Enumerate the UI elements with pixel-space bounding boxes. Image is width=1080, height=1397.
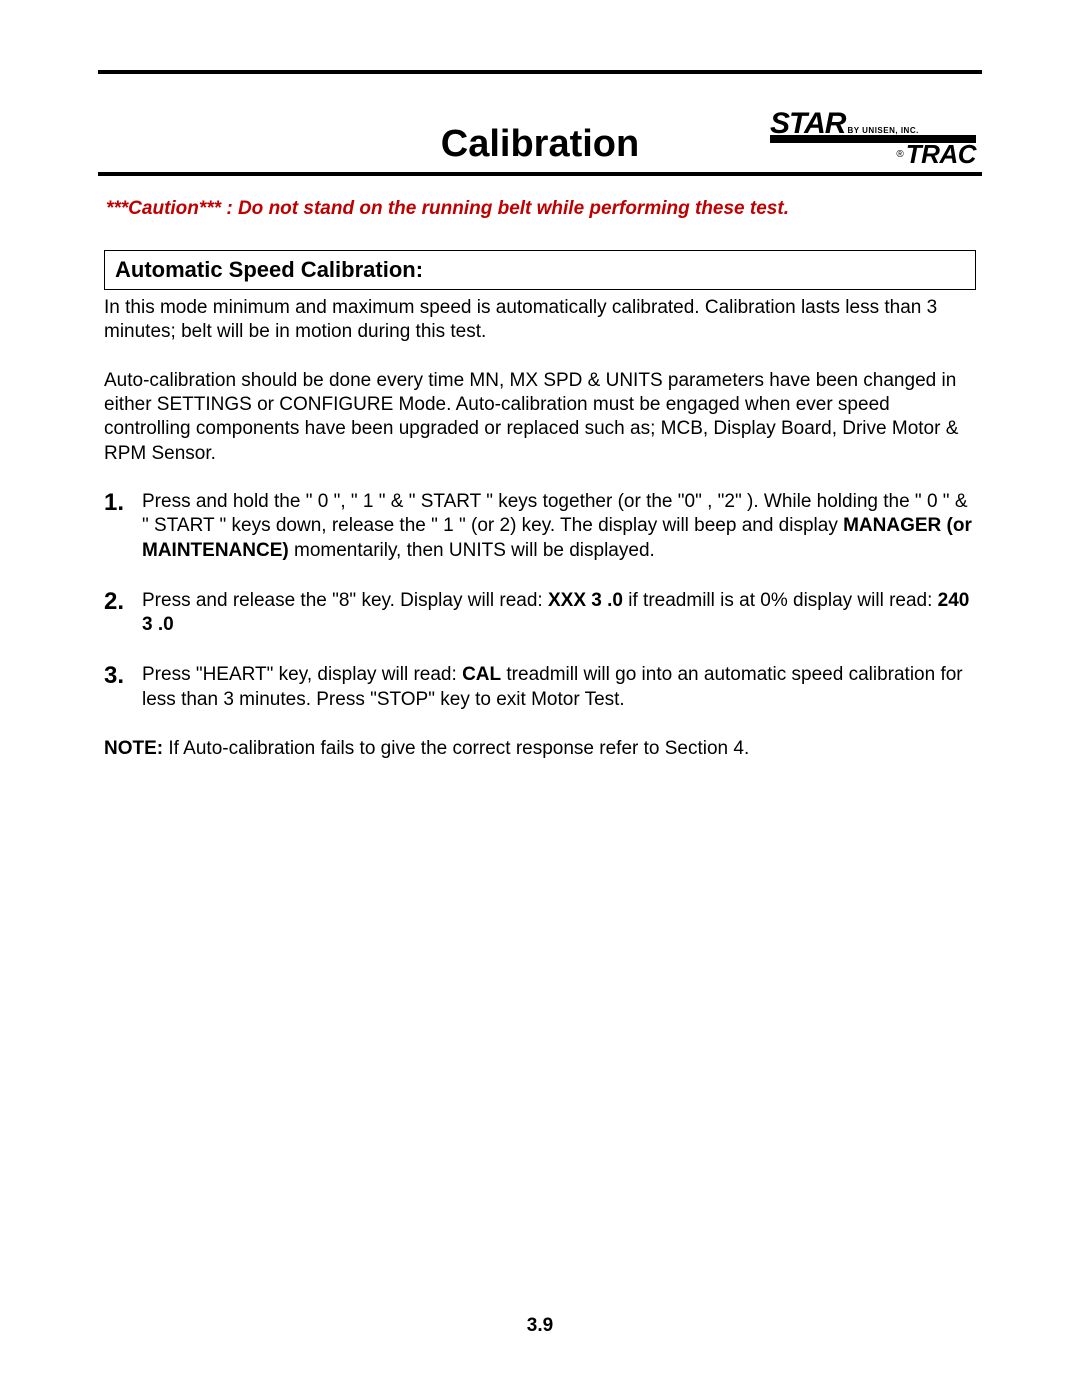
section-para-2: Auto-calibration should be done every ti… — [104, 369, 976, 466]
step-pre: Press and release the "8" key. Display w… — [142, 590, 548, 611]
step-number: 2. — [104, 589, 142, 615]
under-rule — [98, 172, 982, 176]
page-title: Calibration — [441, 123, 639, 166]
step-1: 1. Press and hold the " 0 ", " 1 " & " S… — [104, 490, 976, 563]
logo-trac-text: TRAC — [906, 139, 976, 169]
step-text: Press "HEART" key, display will read: CA… — [142, 663, 976, 712]
header: Calibration STAR BY UNISEN, INC. ®TRAC — [98, 80, 982, 170]
step-text: Press and release the "8" key. Display w… — [142, 589, 976, 638]
logo-bottom-row: ®TRAC — [770, 139, 976, 170]
step-number: 1. — [104, 490, 142, 516]
note-label: NOTE: — [104, 738, 163, 759]
logo-star-text: STAR — [770, 107, 845, 141]
brand-logo: STAR BY UNISEN, INC. ®TRAC — [770, 107, 976, 170]
step-text: Press and hold the " 0 ", " 1 " & " STAR… — [142, 490, 976, 563]
note: NOTE: If Auto-calibration fails to give … — [104, 738, 976, 760]
page-number: 3.9 — [527, 1315, 553, 1337]
step-post: if treadmill is at 0% display will read: — [623, 590, 938, 611]
steps-list: 1. Press and hold the " 0 ", " 1 " & " S… — [104, 490, 976, 712]
section-heading: Automatic Speed Calibration: — [104, 250, 976, 290]
step-2: 2. Press and release the "8" key. Displa… — [104, 589, 976, 638]
note-text: If Auto-calibration fails to give the co… — [163, 738, 749, 759]
step-post: momentarily, then UNITS will be displaye… — [289, 540, 655, 561]
step-pre: Press "HEART" key, display will read: — [142, 664, 462, 685]
logo-byline: BY UNISEN, INC. — [847, 126, 918, 135]
step-3: 3. Press "HEART" key, display will read:… — [104, 663, 976, 712]
section-para-1: In this mode minimum and maximum speed i… — [104, 296, 976, 345]
top-rule — [98, 70, 982, 74]
step-bold: XXX 3 .0 — [548, 590, 623, 611]
step-bold: CAL — [462, 664, 501, 685]
step-number: 3. — [104, 663, 142, 689]
caution-text: ***Caution*** : Do not stand on the runn… — [106, 198, 974, 220]
logo-registered: ® — [896, 149, 903, 160]
